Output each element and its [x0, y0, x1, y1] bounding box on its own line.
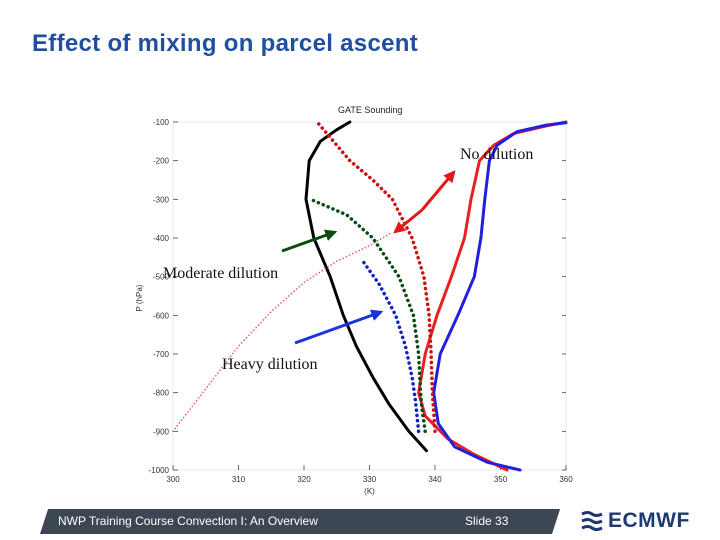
- series-line-theta: [304, 120, 428, 453]
- y-tick-label: -900: [153, 427, 170, 436]
- series-line-parcel-heavy-dilution: [361, 259, 421, 434]
- logo-text: ECMWF: [608, 509, 690, 532]
- chart-axes: -100 -200 -300 -400 -500 -600 -700 -800 -900 -100…: [135, 105, 573, 496]
- x-tick-label: 350: [494, 475, 508, 484]
- x-tick-label: 320: [297, 475, 311, 484]
- ecmwf-logo: ECMWF: [580, 508, 690, 534]
- x-tick-label: 340: [428, 475, 442, 484]
- y-tick-label: -400: [153, 234, 170, 243]
- moderate-dilution-label: Moderate dilution: [163, 265, 279, 282]
- no-dilution-label: No dilution: [460, 146, 534, 163]
- y-tick-label: -800: [153, 389, 170, 398]
- ecmwf-wave-icon: [581, 511, 603, 531]
- y-tick-label: -300: [153, 195, 170, 204]
- y-axis-label: P (hPa): [135, 284, 144, 311]
- y-tick-label: -500: [153, 273, 170, 282]
- series-line-parcel-no-dilution-extension: [172, 231, 394, 433]
- y-tick-label: -100: [153, 118, 170, 127]
- x-tick-label: 360: [559, 475, 573, 484]
- moderate-dilution-arrow: [281, 229, 338, 253]
- no-dilution-arrow-right: [420, 170, 456, 211]
- chart-title: GATE Sounding: [338, 105, 402, 115]
- footer-course-title: NWP Training Course Convection I: An Ove…: [58, 514, 318, 528]
- y-tick-label: -700: [153, 350, 170, 359]
- slide-title: Effect of mixing on parcel ascent: [32, 30, 418, 57]
- series-line-parcel-no-dilution: [315, 120, 437, 434]
- footer-slide-number: Slide 33: [465, 514, 509, 528]
- x-tick-label: 310: [232, 475, 246, 484]
- x-axis-label: (K): [364, 487, 375, 496]
- y-tick-label: -1000: [149, 466, 170, 475]
- plot-frame: [172, 121, 567, 471]
- heavy-dilution-label: Heavy dilution: [222, 356, 318, 373]
- no-dilution-arrow-left: [393, 208, 423, 234]
- heavy-dilution-arrow: [294, 309, 384, 345]
- x-tick-label: 300: [166, 475, 180, 484]
- x-tick-label: 330: [363, 475, 377, 484]
- series-line-theta-es: [417, 120, 568, 472]
- y-tick-label: -600: [153, 311, 170, 320]
- callout-arrows: [281, 170, 456, 345]
- y-tick-label: -200: [153, 157, 170, 166]
- chart-series: [172, 120, 568, 472]
- series-line-parcel-moderate-dilution: [308, 197, 427, 434]
- series-line-theta-e: [432, 121, 568, 472]
